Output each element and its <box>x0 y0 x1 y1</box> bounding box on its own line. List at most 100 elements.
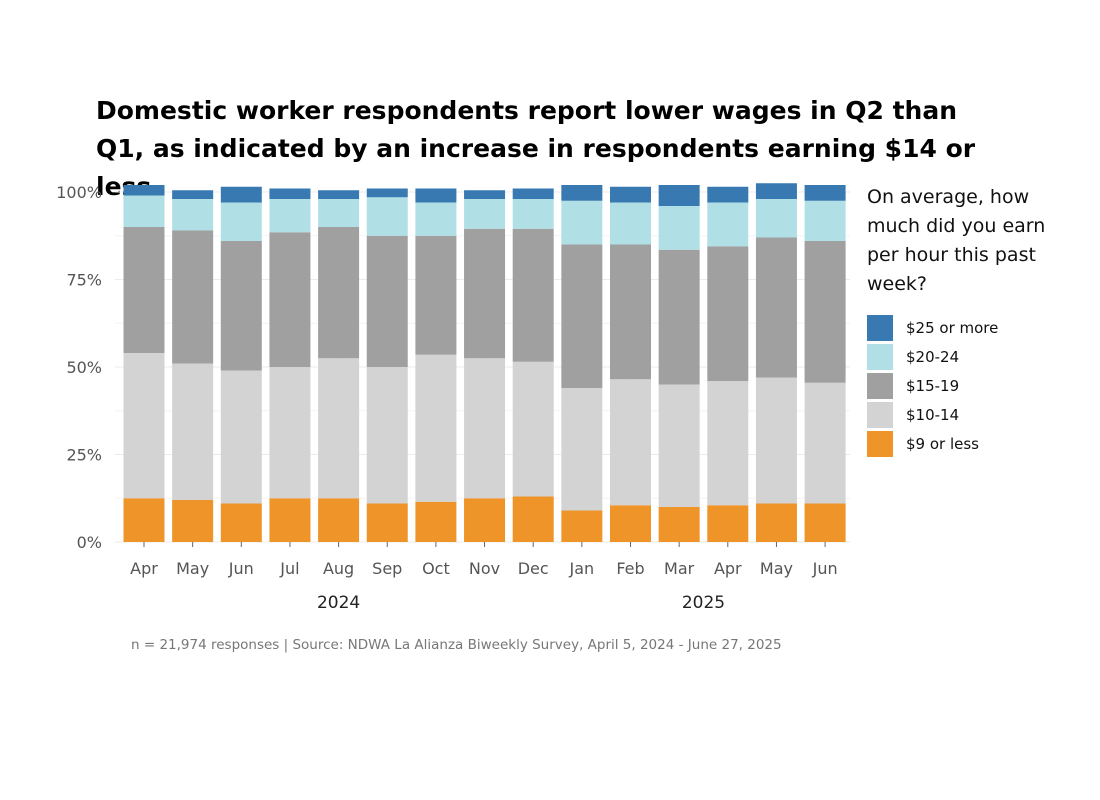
bar-segment <box>464 199 506 229</box>
bar-stack-14 <box>804 185 846 542</box>
legend-swatch <box>867 372 893 399</box>
bar-segment <box>269 188 311 199</box>
bar-segment <box>123 185 165 196</box>
legend-label: $9 or less <box>906 434 979 453</box>
legend-label: $15-19 <box>906 376 960 395</box>
bar-segment <box>707 186 749 203</box>
bar-segment <box>220 503 262 542</box>
legend-label: $20-24 <box>906 347 960 366</box>
bar-segment <box>512 199 554 229</box>
bar-segment <box>464 190 506 199</box>
legend-title: On average, how much did you earn per ho… <box>867 186 1046 295</box>
bar-segment <box>561 244 603 388</box>
bar-segment <box>123 195 165 227</box>
legend-swatch <box>867 430 893 457</box>
bar-segment <box>561 200 603 245</box>
bar-segment <box>610 202 651 245</box>
x-tick-label: May <box>176 559 209 578</box>
year-label: 2024 <box>317 593 360 613</box>
bar-segment <box>366 503 408 542</box>
bar-stack-5 <box>366 188 408 542</box>
y-tick-label: 75% <box>66 271 102 290</box>
x-tick-label: Nov <box>469 559 500 578</box>
bar-segment <box>220 241 262 371</box>
bar-segment <box>707 381 749 506</box>
legend-item: $15-19 <box>867 371 1067 400</box>
legend-item: $10-14 <box>867 400 1067 429</box>
bar-segment <box>561 388 603 511</box>
bar-segment <box>755 377 797 504</box>
bar-segment <box>172 363 214 500</box>
year-label: 2025 <box>682 593 725 613</box>
bar-segment <box>755 237 797 378</box>
bar-segment <box>220 370 262 504</box>
bar-segment <box>172 190 214 199</box>
x-tick-label: Dec <box>518 559 549 578</box>
bar-segment <box>610 379 651 506</box>
bar-segment <box>804 382 846 504</box>
bar-segment <box>415 202 457 236</box>
x-tick-label: May <box>760 559 793 578</box>
bar-segment <box>804 241 846 383</box>
bar-stack-11 <box>658 185 700 542</box>
bar-segment <box>464 498 506 542</box>
bar-segment <box>658 249 700 385</box>
bar-segment <box>755 503 797 542</box>
bar-stack-12 <box>707 186 749 542</box>
bar-stack-13 <box>755 183 797 542</box>
bar-segment <box>269 367 311 499</box>
bar-segment <box>415 188 457 203</box>
bar-segment <box>755 199 797 238</box>
x-tick-label: Jul <box>279 559 299 578</box>
bar-segment <box>610 186 651 203</box>
bar-segment <box>804 200 846 241</box>
legend-swatch <box>867 314 893 341</box>
x-tick-label: Aug <box>323 559 354 578</box>
x-tick-label: Oct <box>422 559 450 578</box>
bar-segment <box>804 185 846 201</box>
bar-segment <box>123 498 165 542</box>
legend-items: $25 or more $20-24 $15-19 $10-14 $9 or less <box>867 313 1067 458</box>
bar-segment <box>464 358 506 499</box>
x-tick-label: Jun <box>228 559 254 578</box>
chart-title: Domestic worker respondents report lower… <box>96 96 976 201</box>
x-tick-label: Jan <box>569 559 595 578</box>
x-tick-label: Apr <box>714 559 742 578</box>
bar-segment <box>366 188 408 198</box>
x-tick-label: Jun <box>812 559 838 578</box>
y-axis: 0% 25% 50% 75% 100% <box>56 183 102 552</box>
bar-segment <box>318 190 360 199</box>
legend-item: $25 or more <box>867 313 1067 342</box>
bar-stack-2 <box>220 186 262 542</box>
bar-stack-8 <box>512 188 554 542</box>
bar-segment <box>220 186 262 203</box>
legend-label: $25 or more <box>906 318 999 337</box>
legend-swatch <box>867 343 893 370</box>
bar-segment <box>512 361 554 497</box>
bar-segment <box>658 206 700 250</box>
bar-segment <box>464 228 506 359</box>
bar-stack-3 <box>269 188 311 542</box>
x-tick-label: Apr <box>130 559 158 578</box>
bar-segment <box>561 510 603 542</box>
legend-item: $20-24 <box>867 342 1067 371</box>
bar-segment <box>318 227 360 359</box>
legend-label: $10-14 <box>906 405 960 424</box>
bar-segment <box>123 353 165 499</box>
bar-stack-0 <box>123 185 165 542</box>
bar-segment <box>610 505 651 542</box>
x-tick-label: Feb <box>616 559 644 578</box>
source-caption: n = 21,974 responses | Source: NDWA La A… <box>131 637 782 653</box>
bar-segment <box>366 235 408 367</box>
bar-stack-1 <box>172 190 214 542</box>
bar-segment <box>269 232 311 367</box>
bar-segment <box>172 199 214 231</box>
bar-stack-6 <box>415 188 457 542</box>
bar-segment <box>172 230 214 364</box>
bar-stack-9 <box>561 185 603 542</box>
x-tick-label: Mar <box>664 559 695 578</box>
bar-segment <box>755 183 797 199</box>
bar-segment <box>269 199 311 233</box>
y-tick-label: 100% <box>56 183 102 202</box>
